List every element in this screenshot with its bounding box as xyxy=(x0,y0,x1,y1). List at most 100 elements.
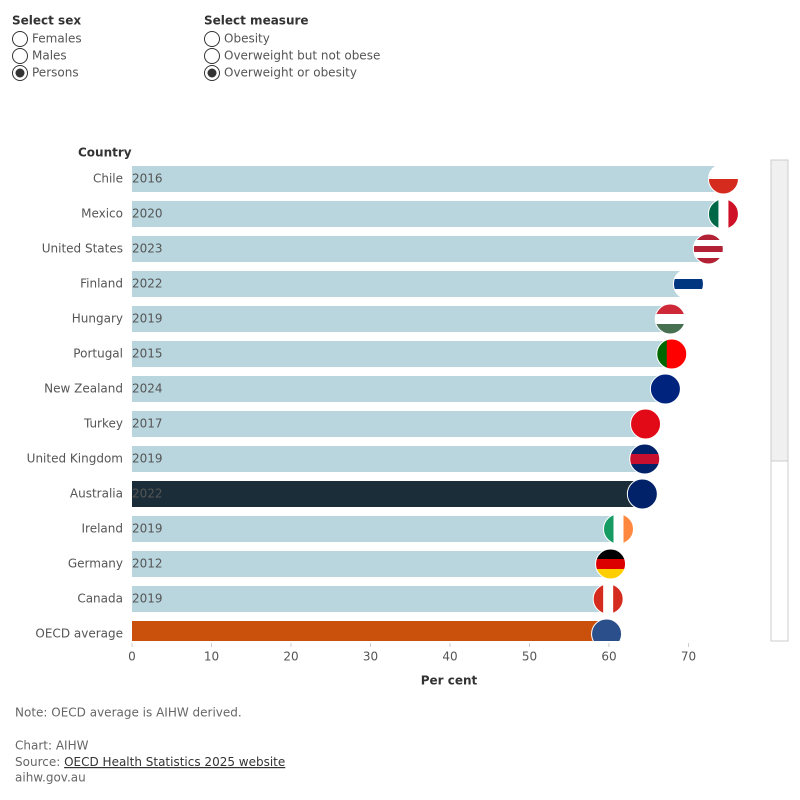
y-tick-label: Hungary xyxy=(72,312,123,326)
y-tick-label: OECD average xyxy=(35,627,123,641)
radio-label[interactable]: Overweight or obesity xyxy=(224,66,357,80)
flag-stripe xyxy=(623,514,634,544)
y-tick-label: Germany xyxy=(68,557,123,571)
flag-outline xyxy=(672,268,704,300)
source-link[interactable]: OECD Health Statistics 2025 website xyxy=(64,755,285,769)
flag-outline xyxy=(603,513,635,545)
y-tick-label: Australia xyxy=(70,487,123,501)
country-flag xyxy=(654,303,686,335)
flag-outline xyxy=(692,233,724,265)
radio-button[interactable] xyxy=(204,31,220,47)
flag-stripe xyxy=(595,559,626,570)
flag-stripe xyxy=(708,179,739,194)
source: Source: OECD Health Statistics 2025 webs… xyxy=(15,755,285,769)
y-tick-label: Mexico xyxy=(81,207,123,221)
radio-label[interactable]: Males xyxy=(32,49,67,63)
bar xyxy=(132,446,645,472)
bar xyxy=(132,271,689,297)
plot: 2016 2020 2023 2022 2019 2015 2024 2017 2019 2022… xyxy=(132,163,739,641)
flag-stripe xyxy=(666,339,678,369)
flag-stripe xyxy=(629,454,660,465)
flag-stripe xyxy=(630,424,661,439)
flag-stripe xyxy=(630,409,661,425)
bar xyxy=(132,166,724,192)
flag-stripe xyxy=(613,584,624,614)
y-tick-label: Canada xyxy=(77,592,123,606)
country-flag xyxy=(692,233,724,265)
x-axis: 0 10 20 30 40 50 60 70 xyxy=(128,643,696,664)
flag-stripe xyxy=(655,314,686,325)
x-tick-label: 10 xyxy=(204,650,219,664)
flag-stripe xyxy=(693,240,724,247)
radio-button[interactable] xyxy=(12,48,28,64)
country-flag xyxy=(649,373,681,405)
flag-stripe xyxy=(676,339,687,369)
year-label: 2015 xyxy=(132,347,163,361)
flag-outline xyxy=(654,303,686,335)
flag-stripe xyxy=(629,444,660,455)
country-flag xyxy=(630,408,662,440)
site: aihw.gov.au xyxy=(15,771,86,785)
country-flag xyxy=(592,583,624,615)
flag-stripe xyxy=(673,269,704,280)
flag-stripe xyxy=(650,374,681,390)
flag-stripe xyxy=(595,549,626,560)
flag-stripe xyxy=(673,279,704,290)
radio-button[interactable] xyxy=(12,31,28,47)
sex-filter-title: Select sex xyxy=(12,14,81,28)
year-label: 2023 xyxy=(132,242,163,256)
country-flag xyxy=(595,548,627,580)
x-tick-label: 70 xyxy=(681,650,696,664)
filters: Females Males Persons Obesity Overweight but… xyxy=(12,31,380,81)
flag-stripe xyxy=(693,246,724,253)
flag-stripe xyxy=(693,234,724,241)
bar xyxy=(132,341,672,367)
flag-stripe xyxy=(593,584,604,614)
bar xyxy=(132,481,643,507)
radio-label[interactable]: Females xyxy=(32,32,82,46)
y-axis-title: Country xyxy=(78,146,132,160)
x-tick-label: 0 xyxy=(128,650,136,664)
flag-stripe xyxy=(708,164,739,180)
flag-outline xyxy=(592,583,624,615)
y-tick-label: Finland xyxy=(80,277,123,291)
bar xyxy=(132,201,724,227)
flag-outline xyxy=(595,548,627,580)
radio-button[interactable] xyxy=(204,48,220,64)
flag-outline xyxy=(707,163,739,195)
flag-outline xyxy=(707,198,739,230)
flag-stripe xyxy=(673,289,704,299)
radio-label[interactable]: Obesity xyxy=(224,32,270,46)
flag-outline xyxy=(630,408,662,440)
y-tick-label: Portugal xyxy=(73,347,123,361)
scrollbar-thumb[interactable] xyxy=(770,159,789,462)
x-tick-label: 20 xyxy=(283,650,298,664)
year-label: 2024 xyxy=(132,382,163,396)
flag-stripe xyxy=(693,252,724,259)
country-flag xyxy=(626,478,658,510)
year-label: 2019 xyxy=(132,312,163,326)
flag-stripe xyxy=(603,514,615,544)
flag-outline xyxy=(591,618,623,641)
flag-stripe xyxy=(603,584,614,614)
flag-stripe xyxy=(595,569,626,579)
year-label: 2019 xyxy=(132,452,163,466)
flag-stripe xyxy=(591,634,622,641)
flag-stripe xyxy=(650,389,681,404)
flag-outline xyxy=(649,373,681,405)
country-flag xyxy=(656,338,688,370)
chart-credit: Chart: AIHW xyxy=(15,739,89,753)
flag-stripe xyxy=(718,199,729,229)
flag-stripe xyxy=(655,324,686,334)
bar xyxy=(132,411,646,437)
year-label: 2017 xyxy=(132,417,163,431)
year-label: 2019 xyxy=(132,592,163,606)
y-tick-label: Turkey xyxy=(83,417,123,431)
radio-label[interactable]: Persons xyxy=(32,66,79,80)
bar xyxy=(132,586,609,612)
flag-stripe xyxy=(656,339,668,369)
x-tick-label: 40 xyxy=(442,650,457,664)
year-label: 2016 xyxy=(132,172,163,186)
radio-label[interactable]: Overweight but not obese xyxy=(224,49,380,63)
year-label: 2020 xyxy=(132,207,163,221)
